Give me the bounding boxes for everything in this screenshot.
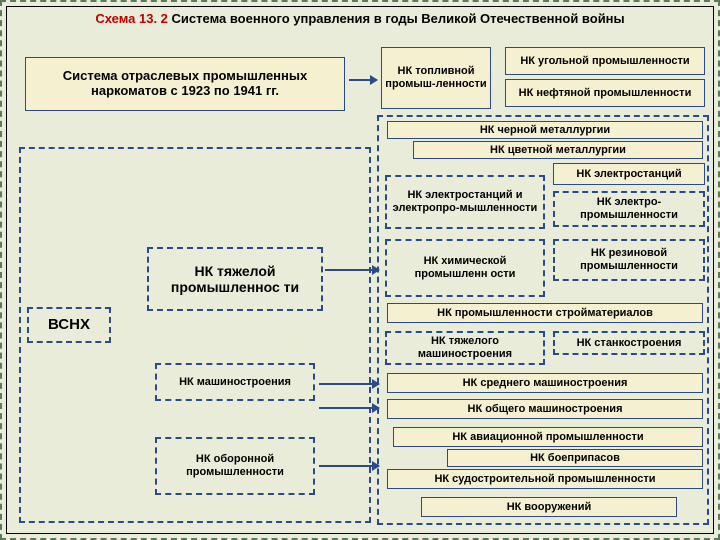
vsnh-box: ВСНХ <box>27 307 111 343</box>
electro-industry-box: НК электро-промышленности <box>553 191 705 227</box>
aviation-box: НК авиационной промышленности <box>393 427 703 447</box>
arrow-5 <box>319 465 379 467</box>
black-metallurgy-box: НК черной металлургии <box>387 121 703 139</box>
arrow-1 <box>349 79 377 81</box>
arms-box: НК вооружений <box>421 497 677 517</box>
arrow-4 <box>319 407 379 409</box>
rubber-industry-box: НК резиновой промышленности <box>553 239 705 281</box>
arrow-3 <box>319 383 379 385</box>
arrow-2 <box>325 269 379 271</box>
machine-building-box: НК машиностроения <box>155 363 315 401</box>
system-naркоmat-box: Система отраслевых промышленных наркомат… <box>25 57 345 111</box>
shipbuilding-box: НК судостроительной промышленности <box>387 469 703 489</box>
chemical-industry-box: НК химической промышленн ости <box>385 239 545 297</box>
coal-industry-box: НК угольной промышленности <box>505 47 705 75</box>
title-prefix: Схема 13. 2 <box>95 11 168 26</box>
oil-industry-box: НК нефтяной промышленности <box>505 79 705 107</box>
title-main: Система военного управления в годы Велик… <box>172 11 625 26</box>
electro-stations-box: НК электростанций <box>553 163 705 185</box>
heavy-machine-box: НК тяжелого машиностроения <box>385 331 545 365</box>
defense-industry-box: НК оборонной промышленности <box>155 437 315 495</box>
diagram-title: Схема 13. 2 Система военного управления … <box>7 7 713 31</box>
color-metallurgy-box: НК цветной металлургии <box>413 141 703 159</box>
inner-frame: Схема 13. 2 Система военного управления … <box>6 6 714 534</box>
ammo-box: НК боеприпасов <box>447 449 703 467</box>
heavy-industry-box: НК тяжелой промышленнос ти <box>147 247 323 311</box>
fuel-industry-box: НК топливной промыш-ленности <box>381 47 491 109</box>
electro-left-box: НК электростанций и электропро-мышленнос… <box>385 175 545 229</box>
construction-materials-box: НК промышленности стройматериалов <box>387 303 703 323</box>
outer-frame: Схема 13. 2 Система военного управления … <box>0 0 720 540</box>
stanko-box: НК станкостроения <box>553 331 705 355</box>
mid-machine-box: НК среднего машиностроения <box>387 373 703 393</box>
general-machine-box: НК общего машиностроения <box>387 399 703 419</box>
